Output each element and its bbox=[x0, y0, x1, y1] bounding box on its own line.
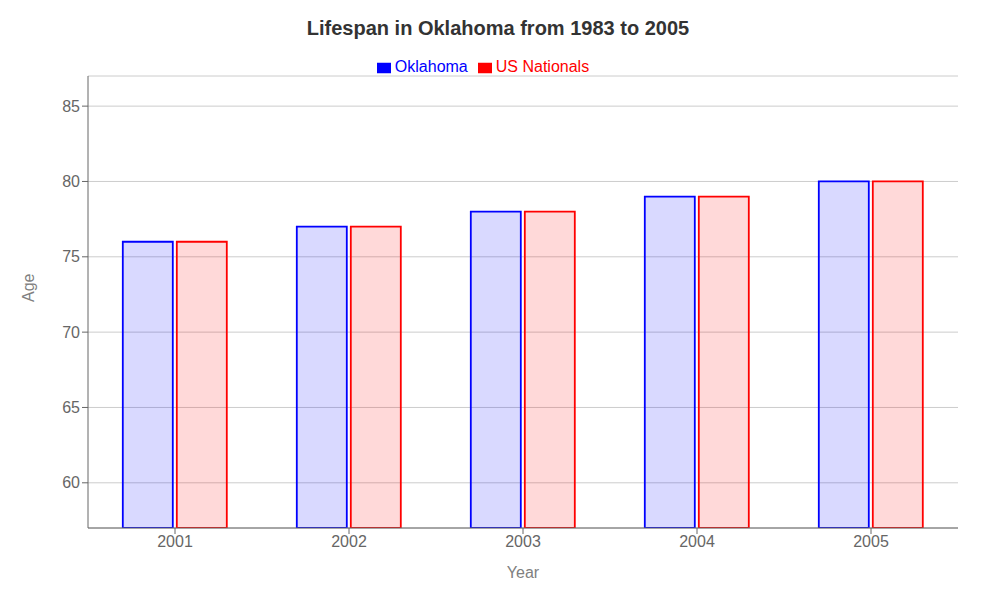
html-text:US Nationals: US Nationals bbox=[495, 58, 590, 75]
svg-text:85: 85 bbox=[62, 98, 80, 115]
svg-text:80: 80 bbox=[62, 173, 80, 190]
svg-text:2005: 2005 bbox=[853, 533, 889, 550]
svg-text:2004: 2004 bbox=[679, 533, 715, 550]
svg-text:75: 75 bbox=[62, 248, 80, 265]
svg-text:70: 70 bbox=[62, 324, 80, 341]
svg-text:Year: Year bbox=[507, 564, 540, 581]
html-text:Lifespan in Oklahoma from 1983: Lifespan in Oklahoma from 1983 to 2005 bbox=[306, 17, 690, 39]
svg-text:2002: 2002 bbox=[331, 533, 367, 550]
svg-text:2003: 2003 bbox=[505, 533, 541, 550]
svg-text:Age: Age bbox=[20, 273, 37, 302]
svg-text:2001: 2001 bbox=[157, 533, 193, 550]
svg-text:60: 60 bbox=[62, 474, 80, 491]
html-text:Oklahoma: Oklahoma bbox=[394, 58, 468, 75]
svg-text:65: 65 bbox=[62, 399, 80, 416]
